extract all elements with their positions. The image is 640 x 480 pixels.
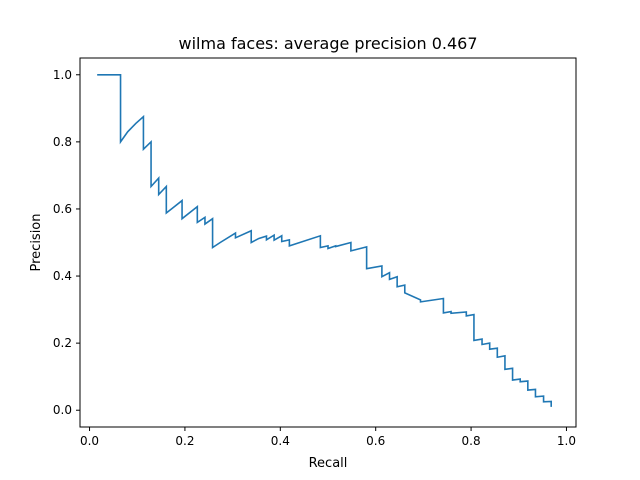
y-tick-label: 0.4 xyxy=(53,269,72,283)
y-tick-label: 1.0 xyxy=(53,68,72,82)
series-line-0 xyxy=(97,73,553,407)
y-tick-label: 0.0 xyxy=(53,403,72,417)
x-tick-label: 0.0 xyxy=(80,434,99,448)
y-axis-label: Precision xyxy=(29,213,44,271)
y-tick-label: 0.6 xyxy=(53,202,72,216)
x-tick-label: 0.2 xyxy=(175,434,194,448)
y-axis: 0.0 0.2 0.4 0.6 0.8 1.0 xyxy=(53,68,80,417)
x-axis: 0.0 0.2 0.4 0.6 0.8 1.0 xyxy=(80,427,576,448)
y-tick-label: 0.8 xyxy=(53,135,72,149)
y-tick-label: 0.2 xyxy=(53,336,72,350)
x-tick-label: 0.6 xyxy=(366,434,385,448)
x-axis-label: Recall xyxy=(309,456,348,471)
chart-title: wilma faces: average precision 0.467 xyxy=(179,34,478,53)
series-layer xyxy=(97,73,553,407)
x-tick-label: 1.0 xyxy=(557,434,576,448)
x-tick-label: 0.8 xyxy=(462,434,481,448)
axes-frame xyxy=(79,57,577,428)
x-tick-label: 0.4 xyxy=(271,434,290,448)
